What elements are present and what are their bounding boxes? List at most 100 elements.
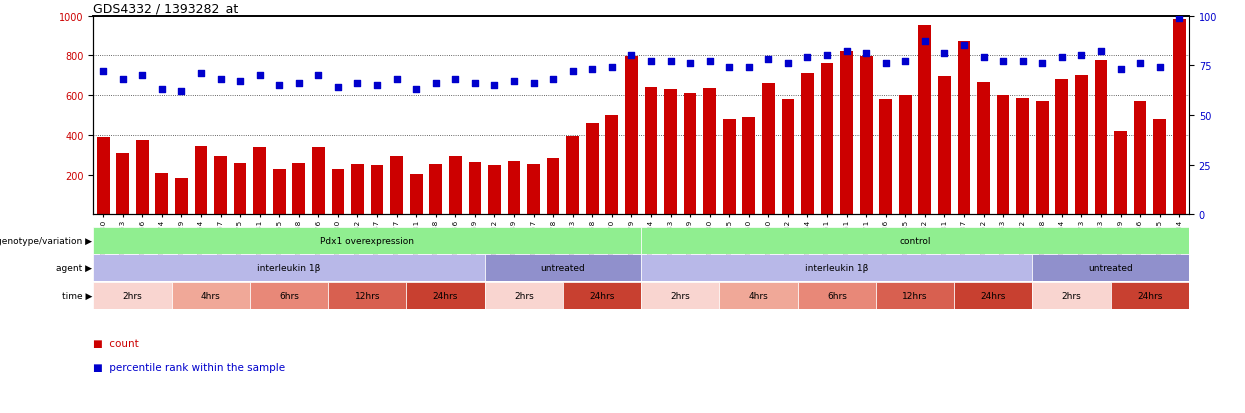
- Text: untreated: untreated: [1088, 264, 1133, 273]
- Bar: [1032, 282, 1111, 309]
- Text: genotype/variation ▶: genotype/variation ▶: [0, 236, 92, 245]
- Bar: [136, 140, 148, 215]
- Bar: [820, 64, 833, 215]
- Point: [641, 59, 661, 65]
- Bar: [563, 282, 641, 309]
- Point: [172, 88, 192, 95]
- Text: 6hrs: 6hrs: [827, 291, 847, 300]
- Bar: [876, 282, 954, 309]
- Bar: [1074, 76, 1088, 215]
- Text: 2hrs: 2hrs: [670, 291, 690, 300]
- Bar: [1134, 102, 1147, 215]
- Point: [1091, 49, 1111, 55]
- Point: [132, 73, 152, 79]
- Bar: [684, 94, 696, 215]
- Bar: [919, 26, 931, 215]
- Bar: [762, 84, 774, 215]
- Bar: [273, 169, 285, 215]
- Bar: [214, 156, 227, 215]
- Text: 24hrs: 24hrs: [981, 291, 1006, 300]
- Point: [738, 65, 758, 71]
- Text: 2hrs: 2hrs: [1062, 291, 1082, 300]
- Text: ■  count: ■ count: [93, 338, 139, 348]
- Bar: [742, 118, 756, 215]
- Point: [327, 85, 347, 91]
- Bar: [329, 282, 406, 309]
- Bar: [1056, 80, 1068, 215]
- Bar: [93, 255, 484, 282]
- Point: [190, 71, 210, 77]
- Bar: [664, 90, 677, 215]
- Bar: [547, 158, 559, 215]
- Text: interleukin 1β: interleukin 1β: [806, 264, 869, 273]
- Point: [524, 81, 544, 87]
- Point: [661, 59, 681, 65]
- Bar: [331, 169, 345, 215]
- Bar: [879, 100, 893, 215]
- Point: [817, 53, 837, 59]
- Point: [994, 59, 1013, 65]
- Text: Pdx1 overexpression: Pdx1 overexpression: [320, 236, 415, 245]
- Text: 6hrs: 6hrs: [279, 291, 299, 300]
- Point: [1012, 59, 1032, 65]
- Text: GDS4332 / 1393282_at: GDS4332 / 1393282_at: [93, 2, 239, 15]
- Bar: [449, 156, 462, 215]
- Point: [446, 77, 466, 83]
- Point: [387, 77, 407, 83]
- Point: [563, 69, 583, 75]
- Bar: [1111, 282, 1189, 309]
- Bar: [97, 138, 110, 215]
- Point: [1032, 61, 1052, 67]
- Bar: [156, 173, 168, 215]
- Bar: [116, 153, 129, 215]
- Bar: [801, 74, 814, 215]
- Bar: [586, 123, 599, 215]
- Bar: [253, 147, 266, 215]
- Point: [289, 81, 309, 87]
- Bar: [410, 174, 422, 215]
- Point: [974, 55, 994, 62]
- Bar: [351, 164, 364, 215]
- Text: untreated: untreated: [540, 264, 585, 273]
- Bar: [1016, 99, 1030, 215]
- Bar: [899, 96, 911, 215]
- Point: [1052, 55, 1072, 62]
- Text: 24hrs: 24hrs: [589, 291, 615, 300]
- Bar: [954, 282, 1032, 309]
- Bar: [1032, 255, 1189, 282]
- Point: [700, 59, 720, 65]
- Point: [210, 77, 230, 83]
- Bar: [406, 282, 484, 309]
- Bar: [937, 77, 951, 215]
- Point: [484, 83, 504, 89]
- Point: [269, 83, 289, 89]
- Point: [152, 87, 172, 93]
- Bar: [1173, 19, 1185, 215]
- Bar: [93, 227, 641, 254]
- Bar: [1114, 131, 1127, 215]
- Bar: [93, 282, 172, 309]
- Bar: [488, 165, 500, 215]
- Bar: [977, 83, 990, 215]
- Bar: [641, 255, 1032, 282]
- Point: [857, 51, 876, 57]
- Bar: [1094, 61, 1107, 215]
- Text: ■  percentile rank within the sample: ■ percentile rank within the sample: [93, 363, 285, 373]
- Point: [720, 65, 740, 71]
- Point: [798, 55, 818, 62]
- Point: [504, 78, 524, 85]
- Point: [837, 49, 857, 55]
- Point: [895, 59, 915, 65]
- Bar: [798, 282, 876, 309]
- Text: 12hrs: 12hrs: [355, 291, 380, 300]
- Bar: [312, 147, 325, 215]
- Bar: [508, 161, 520, 215]
- Point: [93, 69, 113, 75]
- Bar: [1036, 102, 1048, 215]
- Bar: [234, 163, 247, 215]
- Bar: [840, 52, 853, 215]
- Text: time ▶: time ▶: [62, 291, 92, 300]
- Point: [758, 57, 778, 64]
- Text: agent ▶: agent ▶: [56, 264, 92, 273]
- Text: 2hrs: 2hrs: [514, 291, 534, 300]
